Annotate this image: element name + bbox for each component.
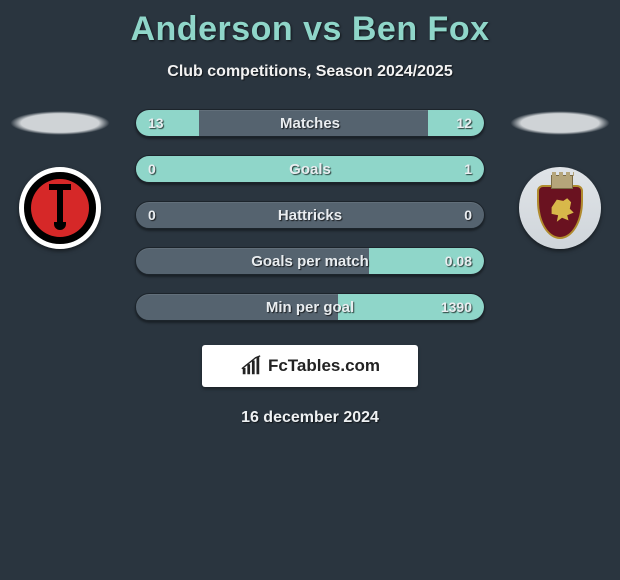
comparison-panel: Matches1312Goals01Hattricks00Goals per m… bbox=[0, 109, 620, 427]
stat-row: Hattricks0 0 bbox=[135, 201, 485, 229]
stat-row: Matches13 12 bbox=[135, 109, 485, 137]
chart-icon bbox=[240, 355, 262, 377]
stat-value-right: 1 bbox=[464, 156, 472, 182]
sword-icon bbox=[57, 190, 63, 226]
stat-value-right: 12 bbox=[456, 110, 472, 136]
right-team-crest bbox=[519, 167, 601, 249]
stat-value-right: 1390 bbox=[441, 294, 472, 320]
stats-list: Matches1312Goals01Hattricks00Goals per m… bbox=[135, 109, 485, 321]
brand-badge: FcTables.com bbox=[202, 345, 418, 387]
stat-value-left: 13 bbox=[148, 110, 164, 136]
page-title: Anderson vs Ben Fox bbox=[0, 0, 620, 49]
stat-label: Goals per match bbox=[136, 248, 484, 274]
name-slot-left bbox=[10, 111, 110, 135]
tower-icon bbox=[551, 175, 573, 189]
stat-value-left: 0 bbox=[148, 156, 156, 182]
left-team-column bbox=[0, 109, 120, 249]
stat-row: Goals per match0.08 bbox=[135, 247, 485, 275]
stat-value-right: 0.08 bbox=[445, 248, 472, 274]
stat-label: Min per goal bbox=[136, 294, 484, 320]
lion-icon bbox=[549, 197, 575, 223]
stat-row: Goals0 1 bbox=[135, 155, 485, 183]
stat-value-left: 0 bbox=[148, 202, 156, 228]
stat-value-right: 0 bbox=[464, 202, 472, 228]
stat-row: Min per goal1390 bbox=[135, 293, 485, 321]
right-team-column bbox=[500, 109, 620, 249]
subtitle: Club competitions, Season 2024/2025 bbox=[0, 63, 620, 81]
date-label: 16 december 2024 bbox=[0, 409, 620, 427]
name-slot-right bbox=[510, 111, 610, 135]
stat-label: Matches bbox=[136, 110, 484, 136]
left-team-crest bbox=[19, 167, 101, 249]
stat-label: Hattricks bbox=[136, 202, 484, 228]
brand-text: FcTables.com bbox=[268, 356, 380, 376]
stat-label: Goals bbox=[136, 156, 484, 182]
